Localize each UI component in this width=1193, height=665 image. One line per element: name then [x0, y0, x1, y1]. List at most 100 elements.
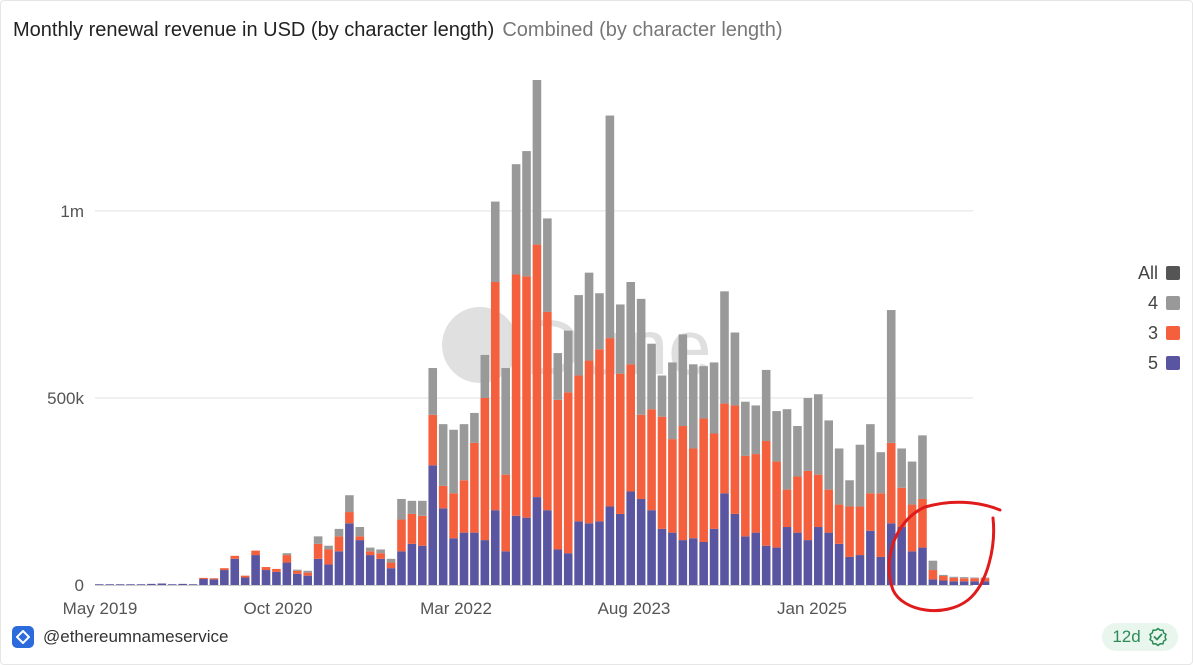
bar-segment-5 [970, 581, 979, 585]
bar-segment-3 [636, 414, 646, 499]
bar-segment-4 [595, 293, 604, 350]
bar-segment-3 [657, 416, 667, 529]
y-tick-label: 1m [60, 202, 84, 221]
bar-segment-3 [668, 439, 677, 533]
bar-segment-3 [772, 461, 781, 548]
legend-label: 5 [1148, 353, 1158, 373]
bar-segment-3 [438, 485, 448, 509]
bar-segment-4 [543, 218, 552, 312]
bar-segment-4 [866, 424, 875, 494]
bar-segment-3 [324, 549, 333, 565]
bar-segment-3 [449, 493, 458, 539]
bar-segment-4 [324, 545, 333, 550]
bar-segment-5 [928, 579, 938, 585]
bar-segment-5 [980, 581, 990, 585]
legend-swatch [1166, 296, 1180, 310]
bar-segment-5 [220, 570, 229, 585]
bar-segment-4 [928, 560, 938, 571]
bar-segment-3 [470, 442, 479, 533]
bar-segment-3 [261, 567, 271, 571]
bar-segment-3 [313, 543, 323, 559]
freshness-badge[interactable]: 12d [1102, 623, 1178, 651]
annotation-circle [887, 500, 1002, 613]
bar-segment-5 [126, 584, 135, 585]
bar-segment-4 [605, 115, 615, 339]
bar-segment-3 [678, 426, 688, 541]
bar-segment-4 [782, 409, 792, 490]
bar-segment-5 [563, 553, 573, 585]
bar-segment-5 [543, 510, 552, 585]
legend-swatch [1166, 356, 1180, 370]
bar-segment-3 [459, 480, 469, 533]
bar-segment-3 [251, 550, 260, 556]
bar-segment-4 [949, 576, 959, 578]
bar-segment-5 [459, 532, 469, 585]
bar-segment-5 [668, 532, 677, 585]
bar-segment-3 [699, 418, 708, 542]
bar-segment-4 [397, 498, 406, 520]
bar-segment-4 [803, 397, 813, 471]
bar-segment-3 [501, 474, 510, 552]
bar-segment-3 [605, 338, 615, 507]
bar-segment-3 [907, 504, 917, 552]
bar-segment-5 [584, 523, 594, 585]
bar-segment-4 [907, 461, 917, 505]
bar-segment-3 [282, 555, 292, 563]
bar-segment-4 [720, 291, 729, 404]
bar-segment-3 [595, 349, 604, 522]
chart-header: Monthly renewal revenue in USD (by chara… [13, 19, 782, 42]
bar-segment-5 [720, 493, 729, 585]
bar-segment-3 [407, 513, 417, 544]
bar-segment-4 [313, 536, 323, 544]
bar-segment-5 [397, 551, 406, 585]
check-badge-icon [1148, 627, 1167, 647]
bar-segment-4 [897, 448, 906, 488]
bar-segment-4 [772, 411, 781, 462]
bar-segment-3 [730, 405, 740, 514]
bar-segment-5 [157, 583, 167, 585]
bar-segment-3 [834, 504, 844, 544]
bar-segment-5 [824, 532, 833, 585]
bar-segment-3 [209, 578, 219, 580]
bar-segment-5 [897, 527, 906, 585]
x-tick-label: Jan 2025 [777, 599, 847, 618]
bar-segment-4 [699, 366, 708, 419]
bar-segment-5 [907, 551, 917, 585]
bar-segment-3 [647, 409, 656, 511]
bar-segment-3 [939, 576, 948, 581]
bar-segment-5 [574, 521, 583, 585]
bar-segment-5 [688, 538, 698, 585]
bar-segment-4 [813, 394, 823, 475]
bar-segment-3 [584, 360, 594, 524]
bar-segment-5 [209, 579, 219, 585]
owner-handle[interactable]: @ethereumnameservice [43, 627, 229, 646]
x-tick-label: Mar 2022 [420, 599, 492, 618]
bar-segment-4 [793, 426, 802, 477]
bar-segment-4 [292, 569, 302, 571]
bar-segment-5 [866, 530, 875, 585]
bar-segment-5 [949, 581, 959, 585]
bar-segment-4 [428, 368, 438, 415]
legend-label: 4 [1148, 293, 1158, 313]
bar-segment-3 [480, 397, 490, 541]
bar-segment-3 [741, 455, 750, 537]
footer-source[interactable]: @ethereumnameservice [12, 626, 228, 648]
legend-swatch [1166, 266, 1180, 280]
bar-segment-4 [855, 444, 865, 507]
bar-segment-3 [751, 454, 761, 533]
bar-segment-3 [345, 512, 354, 524]
freshness-text: 12d [1112, 627, 1141, 646]
bar-segment-3 [709, 433, 719, 529]
bar-segment-3 [199, 577, 208, 580]
bar-segment-4 [532, 80, 542, 245]
bar-segment-3 [303, 572, 312, 576]
bar-segment-5 [532, 497, 542, 585]
bar-segment-5 [449, 538, 458, 585]
bar-segment-5 [230, 558, 240, 585]
bar-segment-4 [407, 500, 417, 514]
bar-segment-4 [730, 332, 740, 406]
x-tick-label: May 2019 [63, 599, 138, 618]
bar-segment-3 [334, 536, 344, 552]
bar-segment-5 [657, 528, 667, 585]
bar-segment-4 [345, 495, 354, 513]
